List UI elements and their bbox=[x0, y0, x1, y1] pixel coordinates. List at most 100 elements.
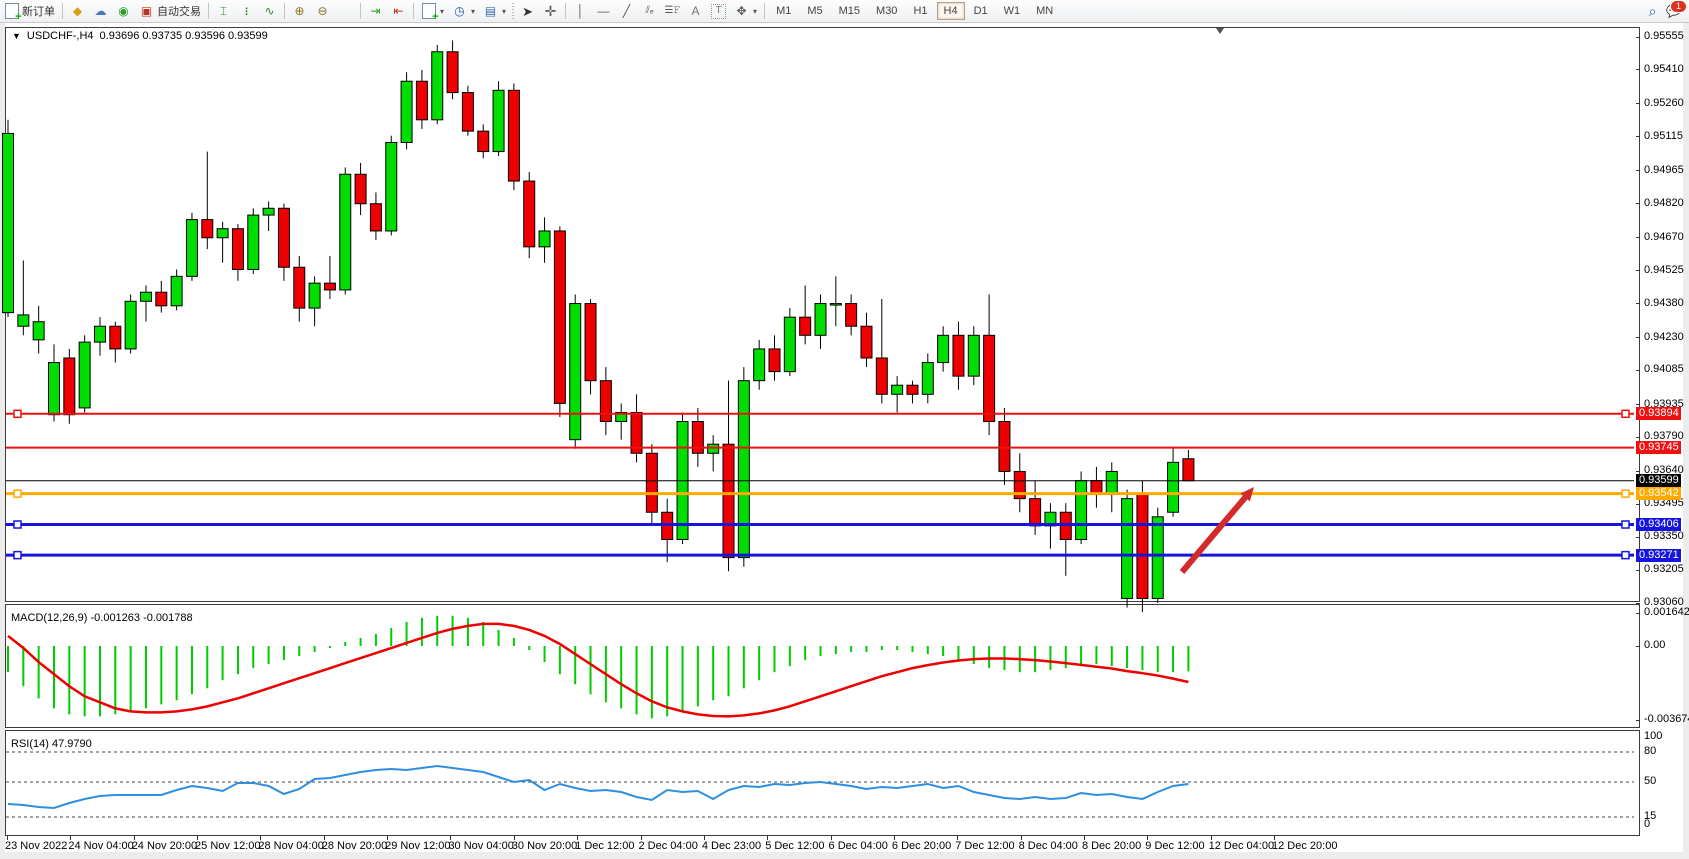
time-axis-tick bbox=[450, 836, 452, 840]
price-level-badge: 0.93542 bbox=[1636, 487, 1681, 501]
chat-icon[interactable]: 💬1 bbox=[1666, 0, 1687, 19]
time-axis-label: 28 Nov 20:00 bbox=[321, 840, 388, 852]
axis-tick bbox=[1636, 645, 1640, 647]
trendline-button[interactable]: ╱ bbox=[615, 1, 638, 21]
chart-window: ▼ USDCHF-,H4 0.93696 0.93735 0.93596 0.9… bbox=[5, 23, 1683, 853]
zoom-out-icon: ⊖ bbox=[317, 4, 328, 18]
time-axis[interactable] bbox=[5, 836, 1640, 853]
candle-chart-button[interactable]: ᎒ bbox=[235, 1, 258, 21]
fibonacci-icon: ☰𝙵 bbox=[664, 5, 681, 16]
axis-tick bbox=[1636, 136, 1640, 138]
timeframe-mn[interactable]: MN bbox=[1036, 5, 1054, 17]
chart-bars-icon: ⌶ bbox=[219, 4, 228, 18]
periods-button[interactable]: ◷ ▾ bbox=[448, 1, 479, 21]
axis-tick bbox=[1636, 237, 1640, 239]
macd-tick-label: -0.003674 bbox=[1644, 713, 1689, 725]
time-axis-tick bbox=[513, 836, 515, 840]
macd-value: -0.001263 bbox=[90, 612, 141, 624]
time-axis-label: 7 Dec 12:00 bbox=[955, 840, 1015, 852]
chart-shift-marker[interactable] bbox=[1216, 28, 1224, 34]
zoom-in-button[interactable]: ⊕ bbox=[288, 1, 311, 21]
channel-button[interactable]: ⫽ₑ bbox=[638, 1, 661, 21]
chart-line-icon: ∿ bbox=[264, 4, 275, 18]
channel-icon: ⫽ₑ bbox=[645, 5, 654, 16]
arrows-button[interactable]: ✥ ▾ bbox=[730, 1, 761, 21]
cursor-icon: ➤ bbox=[522, 3, 533, 19]
chart-shift-button[interactable]: ⇤ bbox=[387, 1, 410, 21]
chart-candles-icon: ᎒ bbox=[245, 4, 248, 18]
line-chart-button[interactable]: ∿ bbox=[258, 1, 281, 21]
timeframe-h4[interactable]: H4 bbox=[936, 2, 965, 20]
new-chart-icon bbox=[421, 3, 439, 23]
price-tick-label: 0.93350 bbox=[1644, 530, 1684, 543]
axis-tick bbox=[1636, 602, 1640, 604]
auto-trading-button[interactable]: ▣ 自动交易 bbox=[135, 1, 205, 21]
chevron-down-icon: ▾ bbox=[753, 6, 758, 16]
cursor-button[interactable]: ➤ bbox=[516, 1, 539, 21]
time-axis-label: 5 Dec 12:00 bbox=[765, 840, 825, 852]
chart-shift-icon: ⇤ bbox=[393, 4, 404, 18]
separator bbox=[284, 3, 285, 19]
axis-tick bbox=[1636, 503, 1640, 505]
macd-label: MACD(12,26,9) -0.001263 -0.001788 bbox=[11, 612, 193, 624]
price-tick-label: 0.95410 bbox=[1644, 62, 1684, 75]
price-tick-label: 0.93935 bbox=[1644, 397, 1684, 410]
chart-menu-icon[interactable]: ▼ bbox=[12, 31, 21, 41]
new-order-button[interactable]: 新订单 bbox=[0, 1, 59, 23]
macd-tick-label: 0.00 bbox=[1644, 639, 1666, 651]
text-button[interactable]: A bbox=[684, 1, 707, 21]
auto-trading-icon: ▣ bbox=[140, 4, 153, 18]
axis-tick bbox=[1636, 536, 1640, 538]
price-tick-label: 0.94525 bbox=[1644, 263, 1684, 276]
price-tick-label: 0.95555 bbox=[1644, 30, 1684, 42]
time-axis-tick bbox=[577, 836, 579, 840]
time-axis-label: 23 Nov 2022 bbox=[5, 840, 68, 852]
axis-tick bbox=[1636, 569, 1640, 571]
macd-pane[interactable] bbox=[5, 604, 1640, 728]
price-tick-label: 0.93640 bbox=[1644, 464, 1684, 477]
vertical-line-button[interactable]: │ bbox=[569, 1, 592, 21]
new-chart-button[interactable]: ▾ bbox=[417, 1, 448, 23]
price-pane[interactable] bbox=[5, 27, 1640, 602]
axis-tick bbox=[1636, 612, 1640, 614]
timeframe-m5[interactable]: M5 bbox=[807, 5, 823, 17]
axis-tick bbox=[1636, 470, 1640, 472]
timeframe-w1[interactable]: W1 bbox=[1003, 5, 1021, 17]
search-icon[interactable]: ⌕ bbox=[1648, 3, 1657, 19]
time-axis-label: 25 Nov 12:00 bbox=[195, 840, 261, 852]
data-window-button[interactable]: ☁ bbox=[89, 1, 112, 21]
text-label-button[interactable]: T bbox=[707, 1, 730, 21]
auto-trading-label: 自动交易 bbox=[157, 6, 201, 18]
tile-windows-button[interactable] bbox=[334, 1, 357, 21]
timeframe-m30[interactable]: M30 bbox=[876, 5, 898, 17]
time-axis-tick bbox=[197, 836, 199, 840]
crosshair-button[interactable]: ✛ bbox=[539, 1, 562, 21]
horizontal-line-icon: — bbox=[597, 4, 610, 18]
rsi-tick-label: 80 bbox=[1644, 745, 1657, 757]
separator bbox=[208, 3, 209, 19]
strategy-tester-button[interactable]: ◉ bbox=[112, 1, 135, 21]
bar-chart-button[interactable]: ⌶ bbox=[212, 1, 235, 21]
zoom-out-button[interactable]: ⊖ bbox=[311, 1, 334, 21]
market-watch-button[interactable]: ◆ bbox=[66, 1, 89, 21]
price-axis[interactable] bbox=[1640, 27, 1683, 852]
rsi-label: RSI(14) 47.9790 bbox=[11, 738, 92, 750]
templates-button[interactable]: ▤ ▾ bbox=[479, 1, 510, 21]
timeframe-m15[interactable]: M15 bbox=[838, 5, 861, 17]
rsi-pane[interactable] bbox=[5, 730, 1640, 836]
timeframe-m1[interactable]: M1 bbox=[776, 5, 792, 17]
ohlc-values: 0.93696 0.93735 0.93596 0.93599 bbox=[99, 30, 268, 42]
timeframe-d1[interactable]: D1 bbox=[973, 5, 988, 17]
price-tick-label: 0.94380 bbox=[1644, 296, 1684, 309]
time-axis-tick bbox=[1210, 836, 1212, 840]
horizontal-line-button[interactable]: — bbox=[592, 1, 615, 21]
auto-scroll-button[interactable]: ⇥ bbox=[364, 1, 387, 21]
chevron-down-icon: ▾ bbox=[471, 6, 476, 16]
separator bbox=[512, 3, 515, 19]
fibonacci-button[interactable]: ☰𝙵 bbox=[661, 1, 684, 21]
time-axis-label: 8 Dec 20:00 bbox=[1081, 840, 1142, 852]
axis-tick bbox=[1636, 170, 1640, 172]
time-axis-label: 2 Dec 04:00 bbox=[638, 840, 698, 852]
separator bbox=[360, 3, 361, 19]
timeframe-h1[interactable]: H1 bbox=[913, 5, 928, 17]
